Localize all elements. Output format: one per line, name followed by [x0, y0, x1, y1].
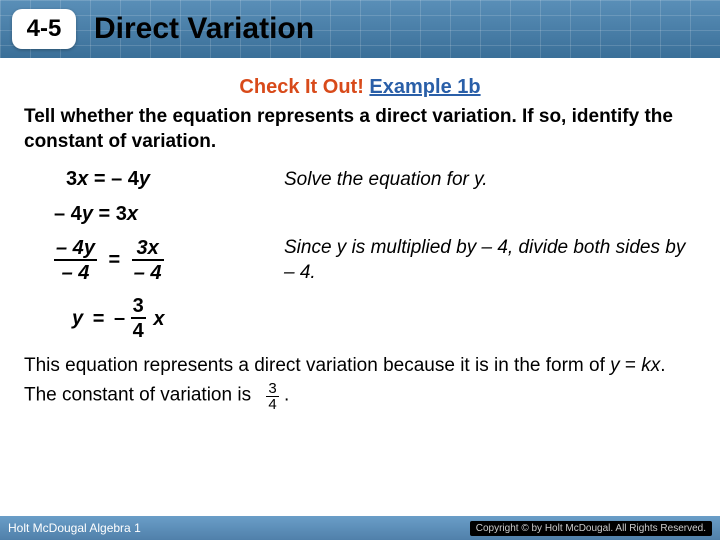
frac-left-num: – 4y: [56, 237, 95, 259]
lesson-number-badge: 4-5: [12, 9, 76, 49]
frac-right-den: – 4: [132, 261, 164, 285]
step-4: y = – 3 4 x: [24, 295, 696, 343]
step-2: – 4y = 3x: [24, 203, 696, 226]
step-1-hint: Solve the equation for y.: [284, 168, 696, 193]
eq2-rhs: 3x: [116, 203, 138, 225]
lesson-number: 4-5: [27, 15, 62, 43]
conclusion-frac-num: 3: [266, 381, 278, 397]
conclusion-text: This equation represents a direct variat…: [24, 353, 696, 411]
check-example: Example 1b: [369, 76, 480, 98]
frac-left-den: – 4: [54, 261, 97, 285]
slide-header: 4-5 Direct Variation: [0, 0, 720, 58]
footer-copyright: Copyright © by Holt McDougal. All Rights…: [470, 521, 712, 536]
eq1-rhs: – 4y: [111, 168, 150, 190]
step-3: – 4y – 4 = 3x – 4 Since y is multiplied …: [24, 236, 696, 285]
problem-prompt: Tell whether the equation represents a d…: [24, 105, 696, 154]
eq2-lhs: – 4y: [54, 203, 93, 225]
frac-right-num: 3x: [137, 237, 159, 259]
slide-content: Check It Out! Example 1b Tell whether th…: [0, 58, 720, 411]
step-3-hint: Since y is multiplied by – 4, divide bot…: [284, 236, 696, 285]
conclusion-period: .: [284, 385, 289, 406]
check-prefix: Check It Out!: [239, 76, 363, 98]
result-frac: 3 4: [131, 295, 146, 343]
result-frac-num: 3: [131, 295, 146, 319]
frac-left: – 4y – 4: [54, 237, 97, 285]
footer-left: Holt McDougal Algebra 1: [8, 521, 141, 535]
neg-sign: –: [114, 308, 125, 330]
eq1-lhs: 3x: [66, 168, 88, 190]
slide-footer: Holt McDougal Algebra 1 Copyright © by H…: [0, 516, 720, 540]
step-1: 3x = – 4y Solve the equation for y.: [24, 168, 696, 193]
check-it-out-line: Check It Out! Example 1b: [24, 76, 696, 99]
frac-right: 3x – 4: [132, 237, 164, 285]
conclusion-frac-den: 4: [266, 397, 278, 412]
conclusion-frac: 3 4: [266, 381, 278, 412]
y-var: y: [72, 308, 83, 330]
conclusion-a: This equation represents a direct variat…: [24, 355, 610, 376]
result-frac-den: 4: [131, 319, 146, 343]
x-var: x: [151, 308, 164, 330]
slide-title: Direct Variation: [94, 12, 314, 46]
